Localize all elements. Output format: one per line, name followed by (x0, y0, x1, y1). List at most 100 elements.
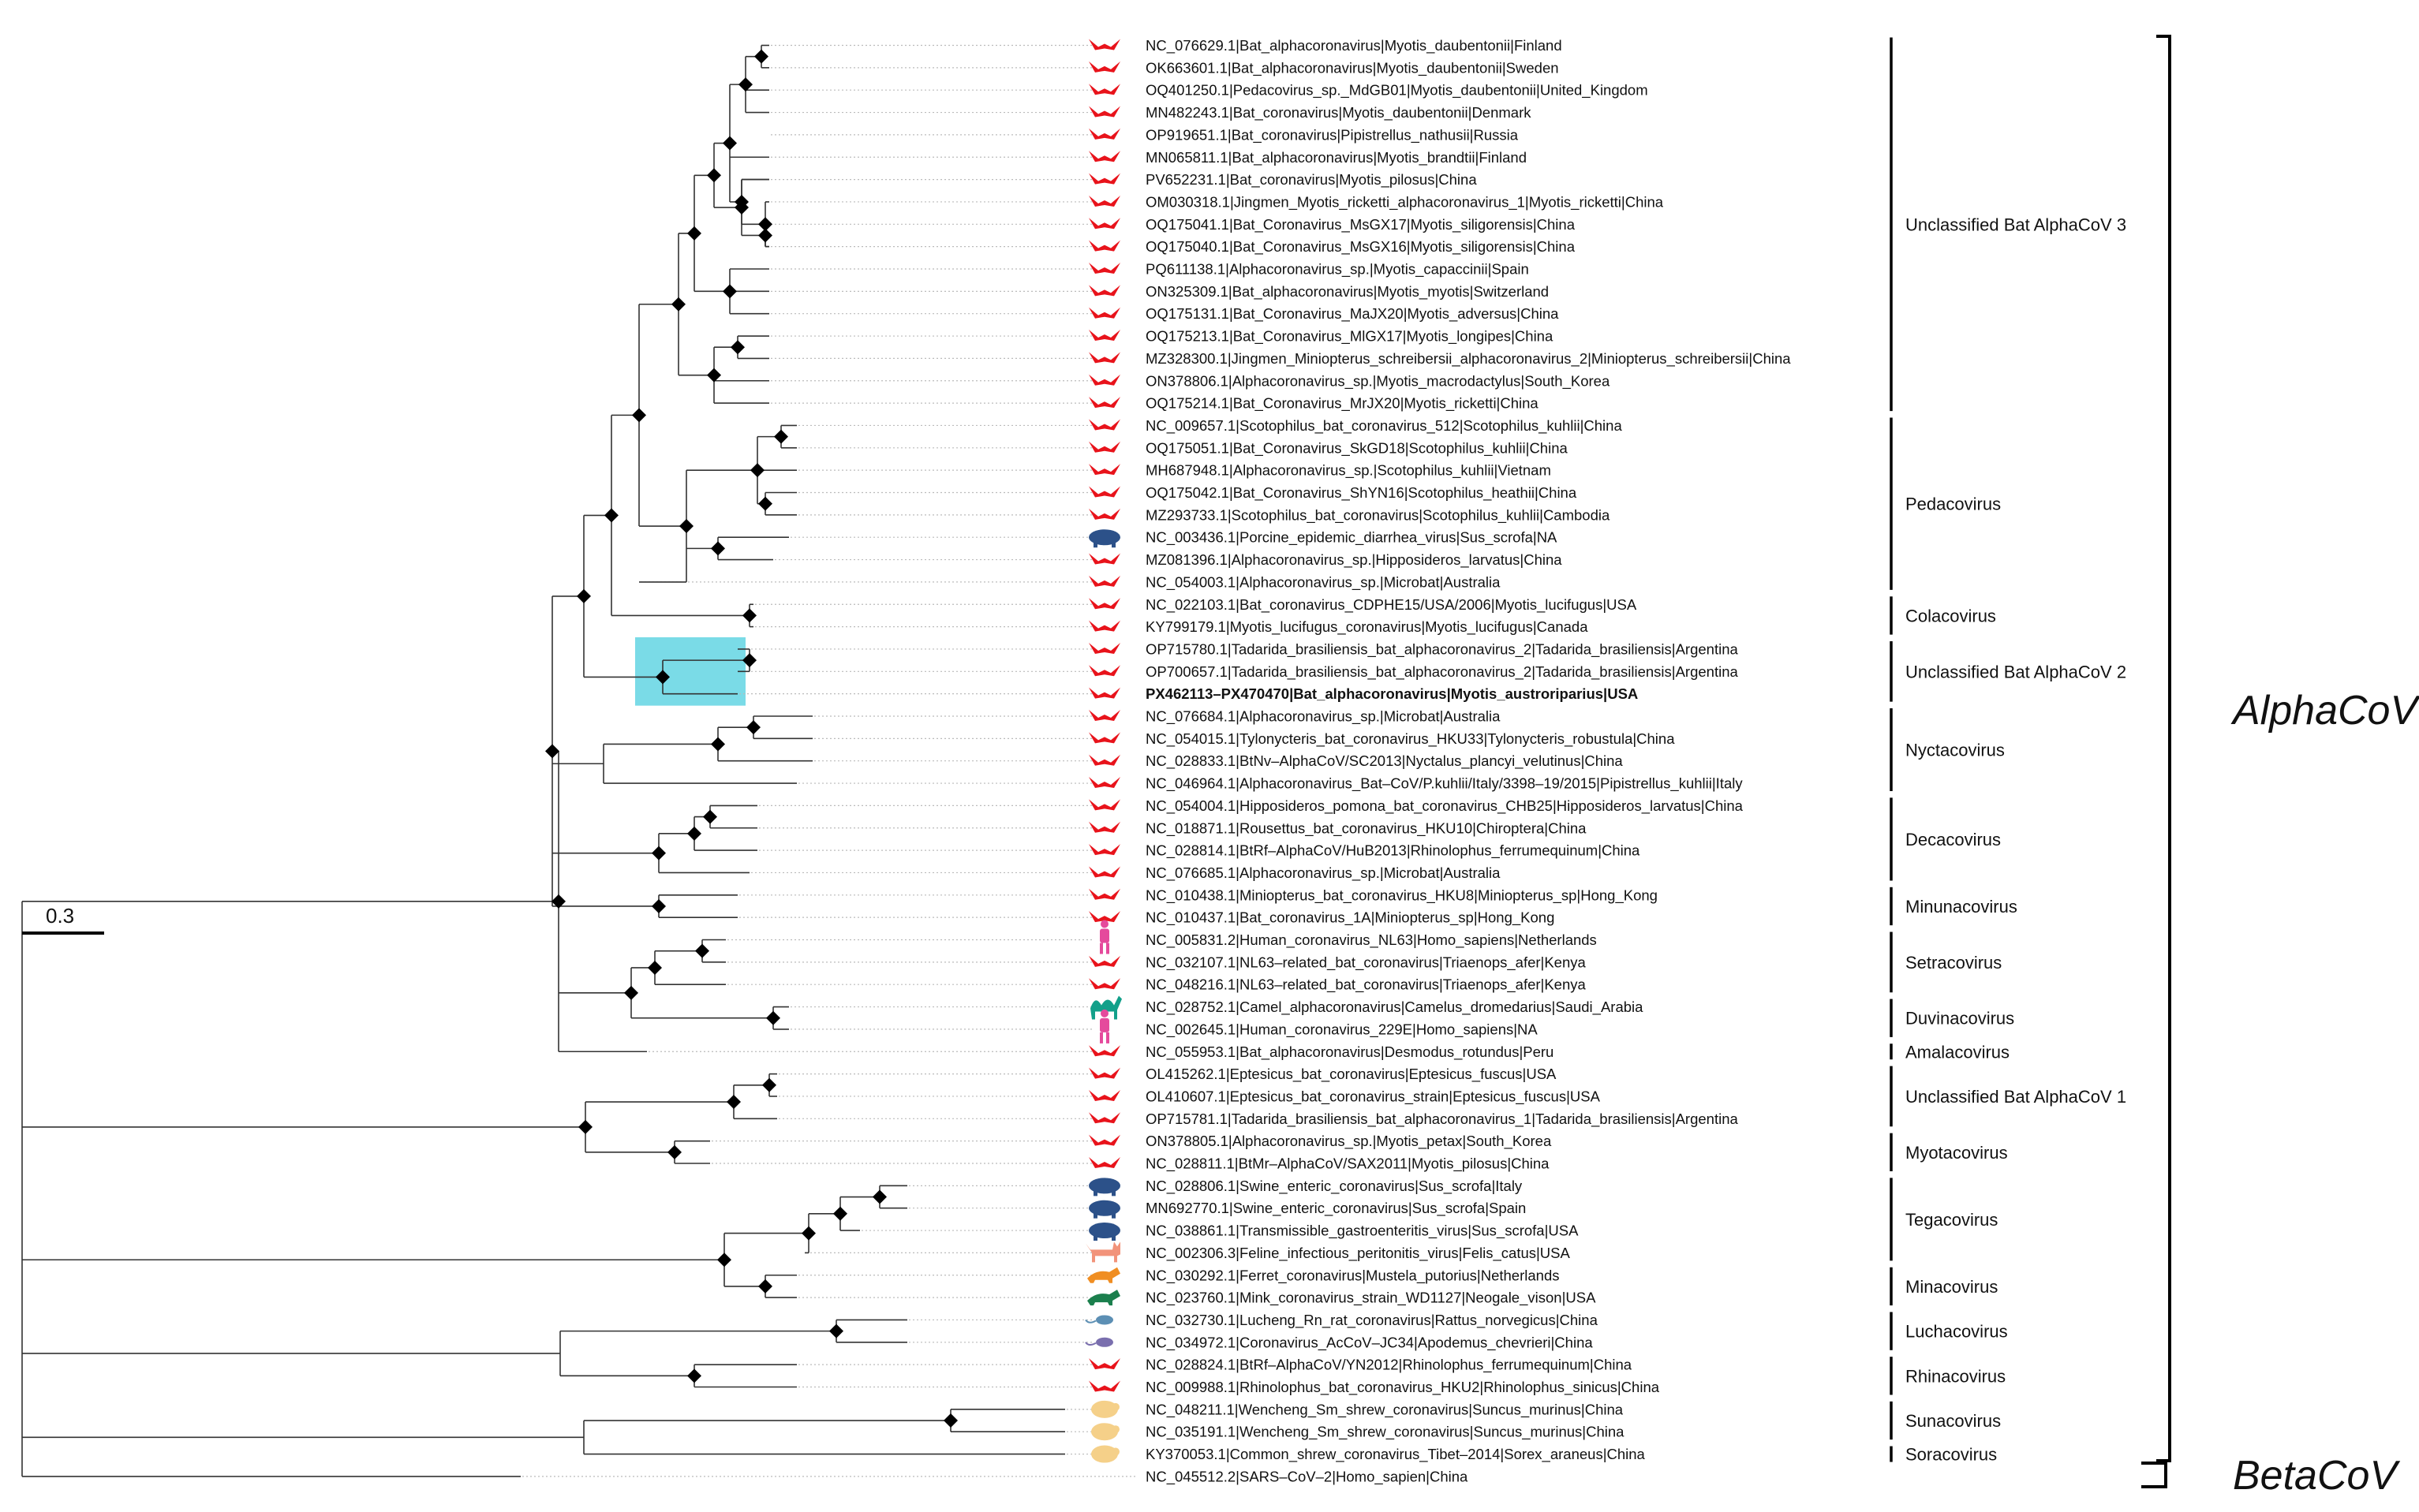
leaf-label: NC_002645.1|Human_coronavirus_229E|Homo_… (1146, 1021, 1538, 1038)
support-node-diamond (723, 136, 737, 151)
leaf-label: NC_005831.2|Human_coronavirus_NL63|Homo_… (1146, 931, 1597, 949)
support-node-diamond (711, 737, 725, 752)
leaf-label: KY370053.1|Common_shrew_coronavirus_Tibe… (1146, 1446, 1646, 1463)
leaf-label: NC_028824.1|BtRf–AlphaCoV/YN2012|Rhinolo… (1146, 1357, 1632, 1374)
support-node-diamond (604, 508, 619, 523)
support-node-diamond (551, 894, 566, 909)
bat-host-icon (1089, 687, 1120, 699)
leaf-label: NC_028752.1|Camel_alphacoronavirus|Camel… (1146, 999, 1643, 1016)
leaf-label: PX462113–PX470470|Bat_alphacoronavirus|M… (1146, 685, 1638, 702)
bat-host-icon (1089, 128, 1120, 140)
bat-host-icon (1089, 419, 1120, 431)
support-node-diamond (687, 226, 701, 241)
camel-host-icon (1090, 995, 1122, 1020)
leaf-label: OP715780.1|Tadarida_brasiliensis_bat_alp… (1146, 640, 1738, 658)
support-node-diamond (648, 960, 662, 975)
leaf-label: OK663601.1|Bat_alphacoronavirus|Myotis_d… (1146, 59, 1559, 77)
alphacov-label: AlphaCoV (2230, 688, 2419, 734)
support-node-diamond (750, 463, 765, 478)
leaf-label: NC_054015.1|Tylonycteris_bat_coronavirus… (1146, 730, 1675, 748)
leaf-label: NC_032107.1|NL63–related_bat_coronavirus… (1146, 954, 1587, 971)
bat-host-icon (1089, 821, 1120, 833)
support-node-diamond (679, 519, 694, 534)
clade-label: Luchacovirus (1905, 1322, 2008, 1342)
leaf-label: MZ328300.1|Jingmen_Miniopterus_schreiber… (1146, 350, 1791, 368)
leaf-label: MN065811.1|Bat_alphacoronavirus|Myotis_b… (1146, 149, 1527, 166)
clade-label: Tegacovirus (1905, 1210, 1998, 1230)
leaf-label: NC_034972.1|Coronavirus_AcCoV–JC34|Apode… (1146, 1334, 1593, 1351)
support-node-diamond (754, 49, 768, 64)
human-host-icon (1100, 1009, 1109, 1043)
bat-host-icon (1089, 39, 1120, 50)
leaf-label: NC_028806.1|Swine_enteric_coronavirus|Su… (1146, 1178, 1523, 1195)
clade-label: Nyctacovirus (1905, 741, 2005, 760)
bat-host-icon (1089, 553, 1120, 565)
leaf-label: MZ081396.1|Alphacoronavirus_sp.|Hipposid… (1146, 551, 1562, 569)
cat-host-icon (1086, 1241, 1120, 1263)
clade-label: Decacovirus (1905, 830, 2001, 849)
leaf-label: OL410607.1|Eptesicus_bat_coronavirus_str… (1146, 1088, 1601, 1105)
support-node-diamond (707, 168, 721, 183)
alphacov-bracket (2156, 35, 2171, 1462)
support-node-diamond (742, 653, 757, 668)
bat-host-icon (1089, 888, 1120, 900)
support-node-diamond (735, 200, 749, 215)
leaf-label: OL415262.1|Eptesicus_bat_coronavirus|Ept… (1146, 1066, 1557, 1083)
clade-label: Setracovirus (1905, 953, 2002, 973)
leaf-label: NC_035191.1|Wencheng_Sm_shrew_coronaviru… (1146, 1424, 1625, 1441)
support-node-diamond (758, 496, 772, 511)
bat-host-icon (1089, 732, 1120, 744)
leaf-label: OQ175042.1|Bat_Coronavirus_ShYN16|Scotop… (1146, 484, 1577, 502)
leaf-label: OP919651.1|Bat_coronavirus|Pipistrellus_… (1146, 126, 1519, 144)
bat-host-icon (1089, 978, 1120, 990)
mink-host-icon (1087, 1290, 1120, 1306)
support-node-diamond (656, 670, 670, 685)
clade-label: Pedacovirus (1905, 495, 2001, 514)
bat-host-icon (1089, 263, 1120, 274)
clade-label: Unclassified Bat AlphaCoV 2 (1905, 662, 2126, 681)
support-node-diamond (667, 1144, 682, 1159)
leaf-label: OQ175214.1|Bat_Coronavirus_MrJX20|Myotis… (1146, 395, 1539, 413)
leaf-label: NC_009988.1|Rhinolophus_bat_coronavirus_… (1146, 1379, 1660, 1396)
support-node-diamond (723, 284, 737, 299)
leaf-label: NC_048216.1|NL63–related_bat_coronavirus… (1146, 976, 1587, 994)
bat-host-icon (1089, 575, 1120, 587)
leaf-label: PV652231.1|Bat_coronavirus|Myotis_pilosu… (1146, 171, 1477, 189)
bat-host-icon (1089, 777, 1120, 789)
support-node-diamond (944, 1413, 958, 1428)
bat-host-icon (1089, 1089, 1120, 1101)
support-node-diamond (707, 368, 721, 383)
shrew-host-icon (1091, 1423, 1120, 1441)
bat-host-icon (1089, 151, 1120, 162)
support-node-diamond (873, 1189, 887, 1204)
support-node-diamond (695, 943, 709, 958)
pig-host-icon (1089, 1200, 1120, 1219)
bat-host-icon (1089, 61, 1120, 73)
bat-host-icon (1089, 464, 1120, 476)
support-node-diamond (717, 1253, 731, 1267)
leaf-label: OQ175040.1|Bat_Coronavirus_MsGX16|Myotis… (1146, 238, 1576, 256)
clade-label: Unclassified Bat AlphaCoV 3 (1905, 215, 2126, 234)
support-node-diamond (652, 898, 666, 913)
leaf-label: NC_045512.2|SARS–CoV–2|Homo_sapien|China (1146, 1468, 1468, 1485)
leaf-label: NC_023760.1|Mink_coronavirus_strain_WD11… (1146, 1290, 1596, 1307)
leaf-label: NC_022103.1|Bat_coronavirus_CDPHE15/USA/… (1146, 596, 1637, 614)
shrew-host-icon (1091, 1445, 1120, 1463)
leaf-label: KY799179.1|Myotis_lucifugus_coronavirus|… (1146, 618, 1588, 636)
leaf-label: OQ175213.1|Bat_Coronavirus_MlGX17|Myotis… (1146, 328, 1553, 345)
clade-label: Rhinacovirus (1905, 1366, 2006, 1386)
bat-host-icon (1089, 486, 1120, 498)
leaf-label: MH687948.1|Alphacoronavirus_sp.|Scotophi… (1146, 462, 1551, 480)
novel-strain-highlight (635, 637, 746, 706)
support-node-diamond (624, 985, 638, 1000)
leaf-label: MN482243.1|Bat_coronavirus|Myotis_dauben… (1146, 104, 1531, 121)
leaf-label: NC_038861.1|Transmissible_gastroenteriti… (1146, 1223, 1579, 1240)
bat-host-icon (1089, 173, 1120, 185)
leaf-label: NC_028814.1|BtRf–AlphaCoV/HuB2013|Rhinol… (1146, 842, 1640, 860)
clade-label: Unclassified Bat AlphaCoV 1 (1905, 1087, 2126, 1107)
leaf-label: ON325309.1|Bat_alphacoronavirus|Myotis_m… (1146, 283, 1549, 301)
betacov-bracket (2141, 1462, 2167, 1488)
leaf-label: MN692770.1|Swine_enteric_coronavirus|Sus… (1146, 1200, 1526, 1217)
bat-host-icon (1089, 1380, 1120, 1392)
